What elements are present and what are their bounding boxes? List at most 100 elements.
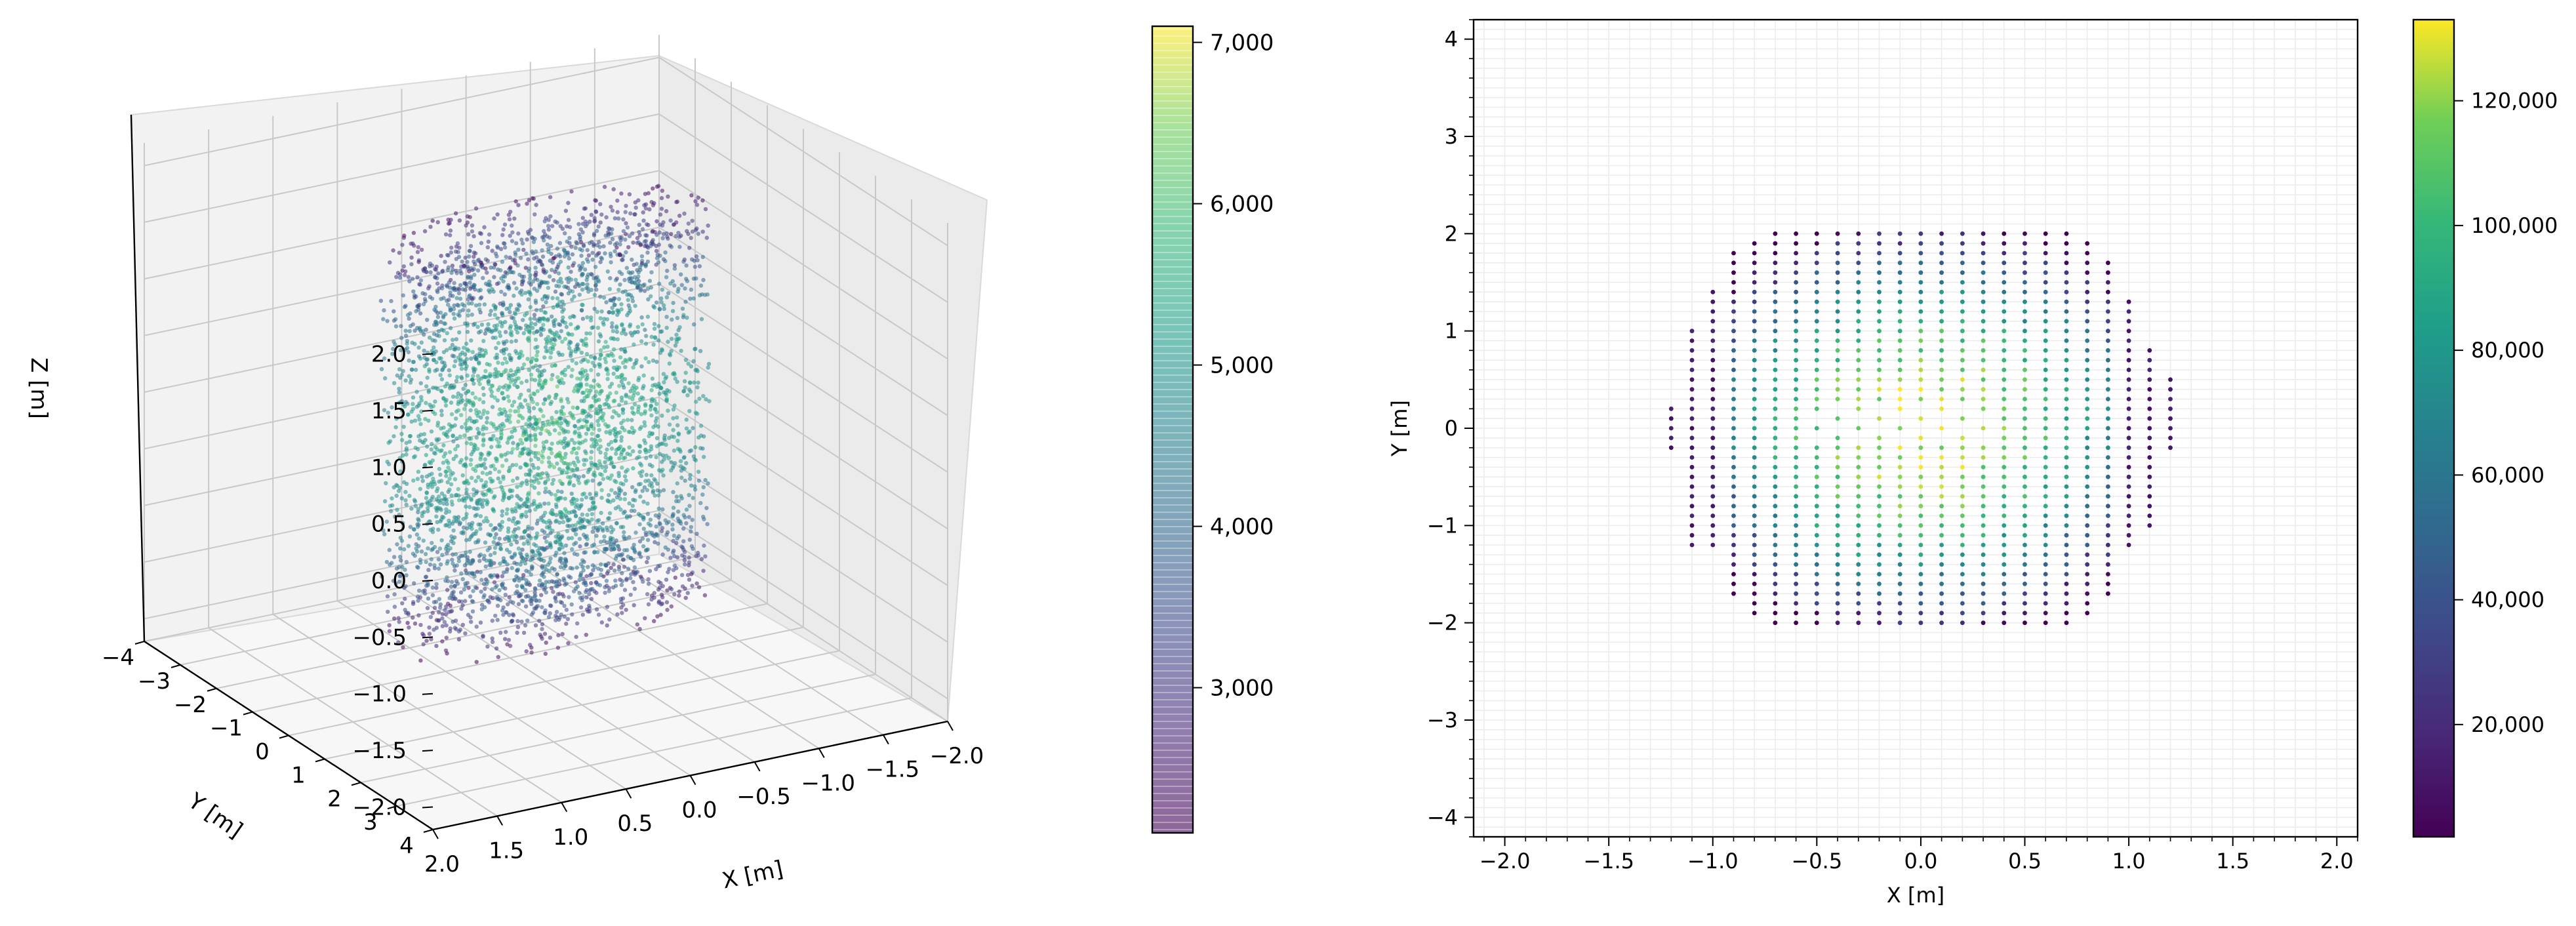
point-3d <box>439 254 443 258</box>
point-3d <box>433 275 437 280</box>
x-tick <box>625 788 632 799</box>
point-3d <box>612 546 617 552</box>
point-2d <box>1814 455 1819 460</box>
point-2d <box>1835 280 1840 285</box>
point-3d <box>535 368 540 372</box>
point-3d <box>651 304 656 309</box>
point-2d <box>1877 348 1882 353</box>
point-3d <box>693 228 698 232</box>
point-3d <box>606 457 611 462</box>
point-3d <box>597 428 601 432</box>
point-2d <box>1835 251 1840 256</box>
point-2d <box>1731 581 1736 586</box>
point-2d <box>1773 348 1778 353</box>
point-3d <box>482 225 487 230</box>
point-3d <box>555 461 559 466</box>
point-3d <box>501 279 506 284</box>
point-3d <box>408 311 413 316</box>
point-3d <box>631 365 635 370</box>
point-3d <box>392 605 397 609</box>
point-3d <box>513 327 519 332</box>
point-2d <box>1773 367 1778 372</box>
point-3d <box>432 544 437 550</box>
point-3d <box>666 194 670 199</box>
point-3d <box>524 514 529 519</box>
point-3d <box>440 283 445 288</box>
x-tick <box>883 735 889 745</box>
point-3d <box>552 567 557 572</box>
point-3d <box>679 475 684 480</box>
point-3d <box>458 434 462 439</box>
point-3d <box>559 292 564 297</box>
point-3d <box>490 618 494 623</box>
grid-line <box>144 340 660 450</box>
point-3d <box>444 397 449 402</box>
point-3d <box>654 567 658 572</box>
point-2d <box>1814 377 1819 382</box>
point-2d <box>1897 445 1902 451</box>
point-3d <box>439 498 443 502</box>
point-3d <box>519 576 524 581</box>
point-3d <box>625 225 630 230</box>
point-2d <box>1794 338 1799 343</box>
point-2d <box>1918 552 1923 557</box>
point-3d <box>658 296 664 301</box>
point-3d <box>553 493 558 497</box>
point-3d <box>661 232 666 236</box>
point-3d <box>611 329 616 333</box>
point-3d <box>395 542 399 547</box>
point-3d <box>560 339 565 344</box>
point-3d <box>391 578 396 583</box>
point-3d <box>677 245 682 249</box>
point-3d <box>540 384 545 390</box>
point-3d <box>583 438 588 443</box>
point-3d <box>553 502 559 507</box>
point-3d <box>434 497 439 502</box>
point-2d <box>1835 601 1840 606</box>
point-3d <box>631 430 635 435</box>
point-3d <box>520 416 525 420</box>
point-3d <box>533 276 538 281</box>
point-3d <box>533 212 537 217</box>
point-3d <box>685 393 690 397</box>
point-3d <box>435 290 440 294</box>
point-3d <box>529 536 533 540</box>
point-3d <box>481 386 485 391</box>
point-3d <box>437 466 442 472</box>
point-3d <box>676 328 681 332</box>
point-2d <box>1773 426 1778 431</box>
point-3d <box>673 376 677 381</box>
point-3d <box>519 592 523 597</box>
point-3d <box>643 616 647 620</box>
point-3d <box>535 350 540 354</box>
point-3d <box>521 433 526 437</box>
point-3d <box>696 232 701 236</box>
z-tick-label: 0.5 <box>371 512 407 538</box>
point-3d <box>516 419 521 424</box>
point-3d <box>399 459 405 464</box>
point-3d <box>597 583 602 588</box>
point-3d <box>534 329 539 334</box>
point-3d <box>670 309 675 313</box>
point-3d <box>461 346 466 350</box>
point-3d <box>534 597 538 603</box>
point-3d <box>601 529 605 533</box>
point-3d <box>560 370 565 374</box>
point-3d <box>575 584 580 589</box>
point-3d <box>702 434 706 439</box>
point-3d <box>616 296 622 302</box>
point-3d <box>588 331 592 336</box>
point-3d <box>494 352 499 357</box>
point-3d <box>680 306 685 311</box>
point-2d <box>1814 319 1819 324</box>
point-3d <box>464 504 468 509</box>
point-2d <box>1794 581 1799 586</box>
point-3d <box>499 289 504 294</box>
point-3d <box>589 449 594 454</box>
point-3d <box>591 395 596 400</box>
point-2d <box>1710 542 1716 548</box>
point-3d <box>704 397 708 402</box>
point-2d <box>1856 377 1861 382</box>
point-3d <box>564 581 569 586</box>
point-3d <box>645 559 649 565</box>
